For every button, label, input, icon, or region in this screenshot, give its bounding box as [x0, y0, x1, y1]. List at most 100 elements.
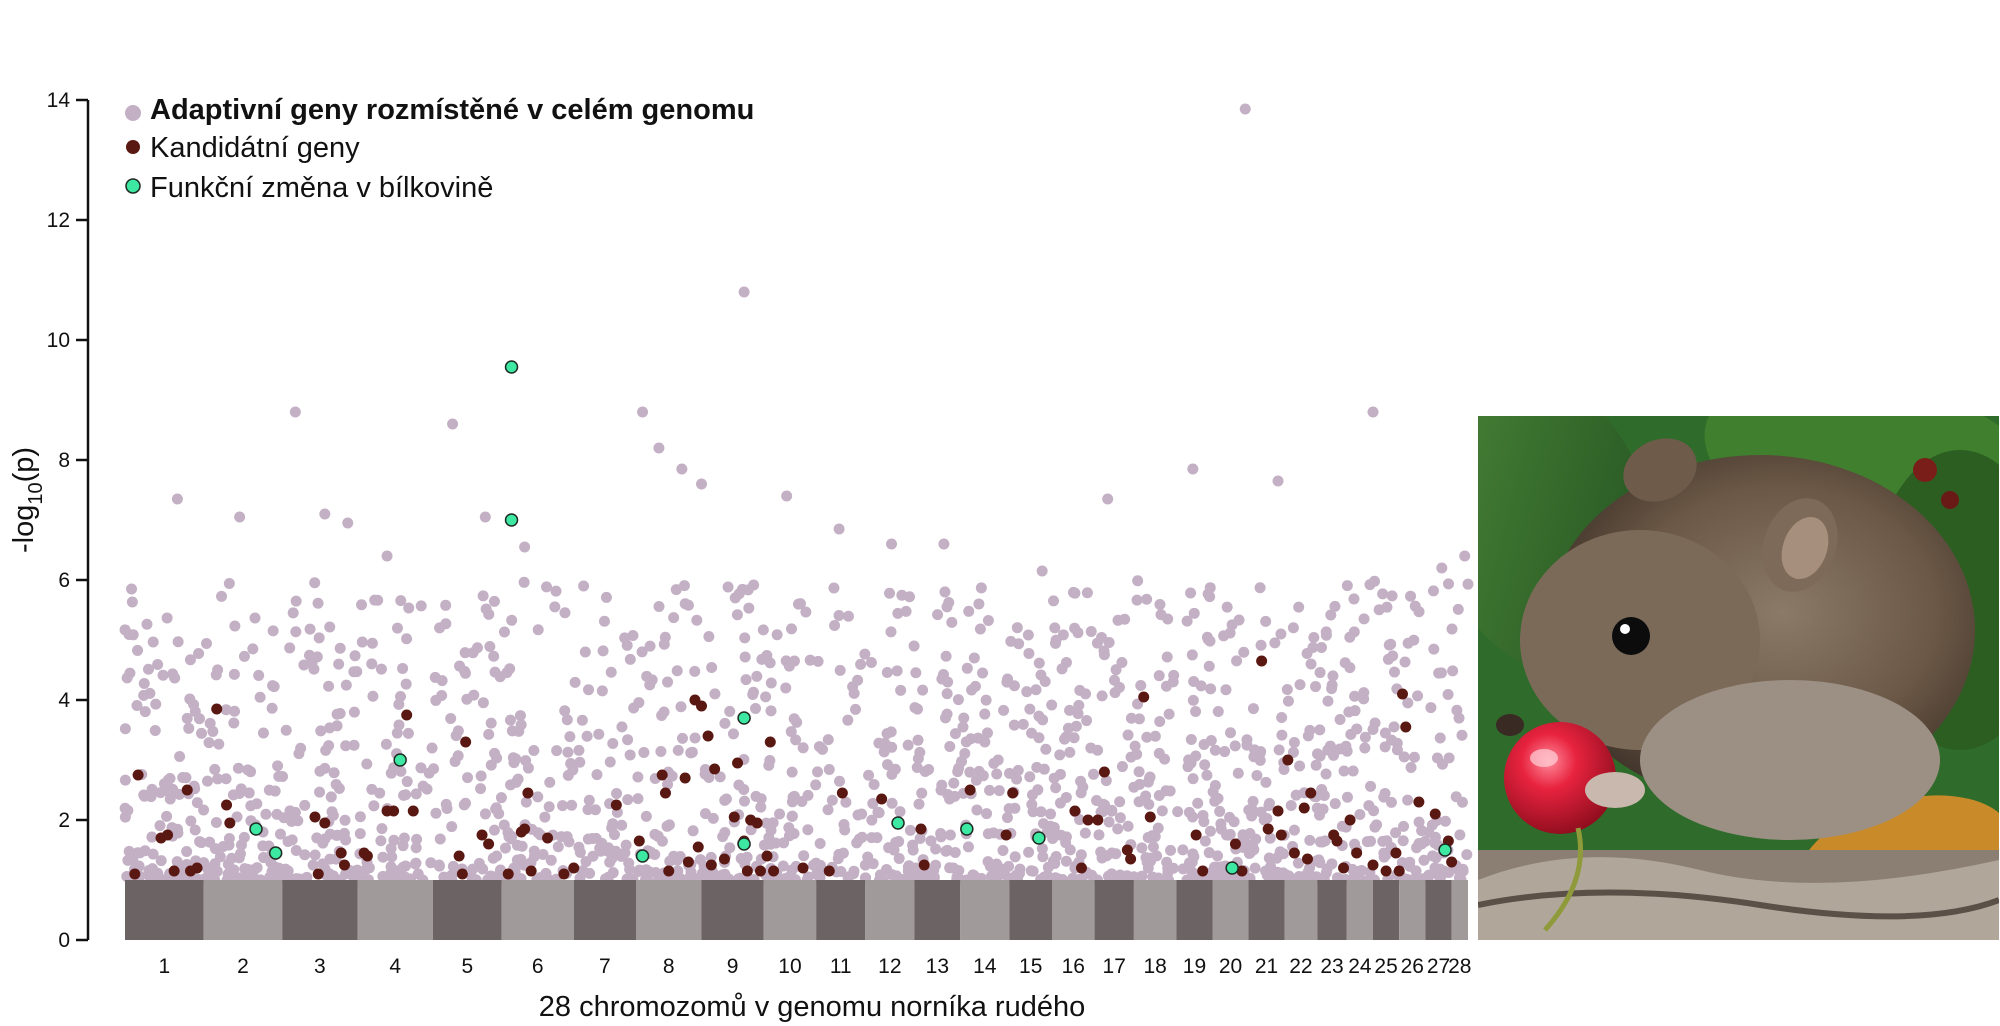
background-point: [930, 843, 942, 855]
chromosome-band: [1248, 880, 1285, 940]
background-point: [1088, 768, 1100, 780]
background-point: [640, 864, 652, 876]
background-point: [668, 850, 680, 862]
background-point: [1187, 773, 1199, 785]
background-point: [900, 605, 912, 617]
background-point: [1212, 850, 1224, 862]
background-point: [1069, 622, 1081, 634]
background-point: [656, 835, 668, 847]
background-point: [812, 766, 824, 778]
background-point: [576, 714, 588, 726]
background-point: [260, 808, 272, 820]
legend-marker-candidate: [126, 140, 140, 154]
background-point: [1022, 629, 1034, 641]
background-point: [171, 856, 183, 868]
background-point: [458, 799, 470, 811]
background-point: [181, 846, 193, 858]
background-point: [914, 746, 926, 758]
background-point: [354, 811, 366, 823]
background-point: [234, 511, 246, 523]
background-point: [822, 734, 834, 746]
background-point: [290, 844, 302, 856]
background-point: [147, 848, 159, 860]
background-point: [266, 702, 278, 714]
background-point: [1269, 637, 1281, 649]
candidate-point: [1272, 805, 1284, 817]
background-point: [963, 605, 975, 617]
background-point: [764, 754, 776, 766]
background-point: [1131, 594, 1143, 606]
candidate-point: [319, 817, 331, 829]
background-point: [304, 623, 316, 635]
background-point: [328, 767, 340, 779]
background-point: [672, 744, 684, 756]
background-point: [265, 856, 277, 868]
background-point: [765, 677, 777, 689]
background-point: [662, 778, 674, 790]
candidate-point: [338, 859, 350, 871]
candidate-point: [1190, 829, 1202, 841]
background-point: [506, 725, 518, 737]
background-point: [539, 811, 551, 823]
background-point: [873, 807, 885, 819]
background-point: [932, 609, 944, 621]
background-point: [1308, 632, 1320, 644]
background-point: [171, 493, 183, 505]
candidate-point: [1007, 787, 1019, 799]
background-point: [212, 664, 224, 676]
background-point: [1162, 613, 1174, 625]
background-point: [1398, 820, 1410, 832]
background-point: [1185, 757, 1197, 769]
background-point: [916, 787, 928, 799]
candidate-point: [309, 811, 321, 823]
background-point: [1186, 866, 1198, 878]
background-point: [549, 601, 561, 613]
background-point: [797, 742, 809, 754]
background-point: [1039, 676, 1051, 688]
background-point: [519, 541, 531, 553]
background-point: [138, 789, 150, 801]
background-point: [623, 857, 635, 869]
background-point: [1036, 565, 1048, 577]
background-point: [1134, 778, 1146, 790]
candidate-point: [1351, 847, 1363, 859]
background-point: [191, 797, 203, 809]
background-point: [666, 770, 678, 782]
background-point: [561, 831, 573, 843]
background-point: [1276, 729, 1288, 741]
background-point: [334, 707, 346, 719]
background-point: [1187, 694, 1199, 706]
background-point: [403, 602, 415, 614]
background-point: [973, 598, 985, 610]
candidate-point: [129, 868, 141, 880]
background-point: [628, 702, 640, 714]
background-point: [849, 703, 861, 715]
background-point: [1136, 842, 1148, 854]
background-point: [374, 787, 386, 799]
background-point: [893, 852, 905, 864]
background-point: [1109, 687, 1121, 699]
background-point: [1379, 727, 1391, 739]
background-point: [333, 658, 345, 670]
background-point: [385, 843, 397, 855]
background-point: [689, 665, 701, 677]
background-point: [1205, 683, 1217, 695]
background-point: [1263, 852, 1275, 864]
candidate-point: [558, 868, 570, 880]
background-point: [1277, 867, 1289, 879]
background-point: [324, 722, 336, 734]
background-point: [981, 808, 993, 820]
background-point: [1110, 664, 1122, 676]
background-point: [719, 717, 731, 729]
background-point: [499, 842, 511, 854]
background-point: [1190, 706, 1202, 718]
background-point: [582, 804, 594, 816]
background-point: [229, 620, 241, 632]
background-point: [977, 667, 989, 679]
background-point: [842, 714, 854, 726]
candidate-point: [876, 793, 888, 805]
candidate-point: [335, 847, 347, 859]
background-point: [892, 607, 904, 619]
background-point: [189, 824, 201, 836]
background-point: [1311, 802, 1323, 814]
